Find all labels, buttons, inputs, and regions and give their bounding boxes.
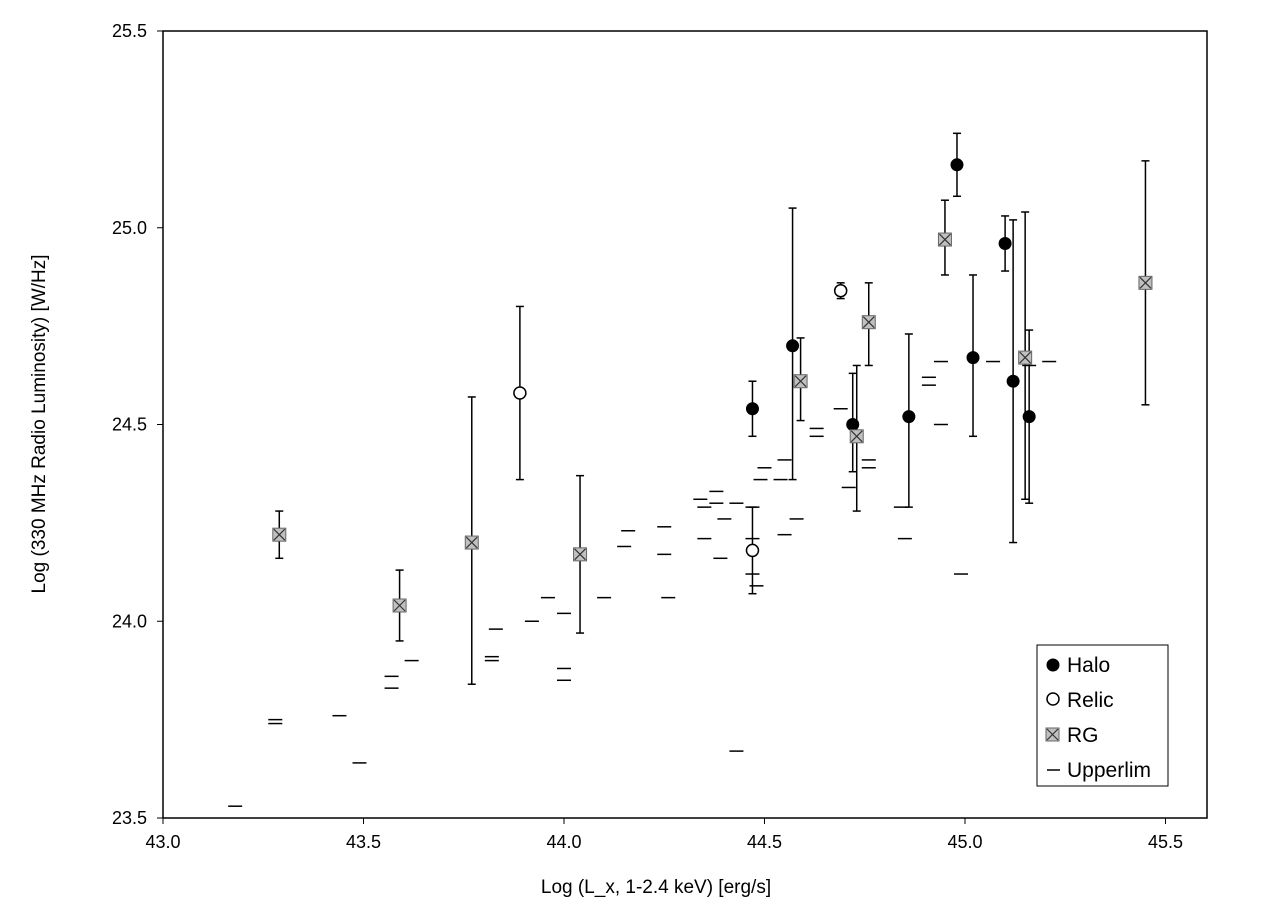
x-tick-label: 43.0: [145, 832, 180, 852]
rg-point: [1018, 350, 1033, 365]
y-tick-label: 24.0: [112, 611, 147, 631]
y-tick-label: 25.5: [112, 21, 147, 41]
halo-point: [902, 410, 916, 424]
rg-point: [793, 374, 808, 389]
legend-box: [1036, 644, 1169, 787]
relic-point: [833, 283, 848, 298]
upper-limit-markers: [228, 360, 1057, 807]
halo-point: [998, 236, 1012, 250]
legend-label-halo: Halo: [1067, 654, 1110, 677]
rg-point: [937, 232, 952, 247]
rg-point: [272, 527, 287, 542]
halo-point: [950, 158, 964, 172]
halo-point: [745, 402, 759, 416]
legend-halo-marker: [1046, 658, 1060, 672]
legend-label-rg: RG: [1067, 724, 1099, 747]
y-tick-label: 24.5: [112, 415, 147, 435]
relic-point: [745, 543, 760, 558]
x-axis-title: Log (L_x, 1-2.4 keV) [erg/s]: [541, 877, 771, 898]
legend-label-relic: Relic: [1067, 689, 1114, 712]
halo-point: [786, 339, 800, 353]
rg-point: [861, 315, 876, 330]
axis-ticks: 43.0 43.5 44.0 44.5 45.0 45.5 23.5 24.0 24.5 25.0…: [112, 21, 1183, 852]
legend-relic-marker: [1046, 692, 1060, 706]
x-tick-label: 44.0: [546, 832, 581, 852]
rg-point: [573, 547, 588, 562]
halo-point: [1022, 410, 1036, 424]
rg-point: [849, 429, 864, 444]
rg-point: [464, 535, 479, 550]
halo-point: [1006, 374, 1020, 388]
halo-point: [966, 351, 980, 365]
y-tick-label: 25.0: [112, 218, 147, 238]
y-tick-label: 23.5: [112, 808, 147, 828]
x-tick-label: 45.0: [947, 832, 982, 852]
rg-point: [1138, 275, 1153, 290]
legend-rg-marker: [1045, 727, 1060, 742]
plot-area: [162, 30, 1208, 819]
x-tick-label: 45.5: [1148, 832, 1183, 852]
x-tick-label: 43.5: [346, 832, 381, 852]
legend-label-upperlim: Upperlim: [1067, 759, 1151, 782]
y-axis-title: Log (330 MHz Radio Luminosity) [W/Hz]: [29, 255, 50, 594]
x-tick-label: 44.5: [747, 832, 782, 852]
data-markers: [272, 158, 1153, 613]
rg-point: [392, 598, 407, 613]
legend: Halo Relic RG Upperlim: [1036, 644, 1169, 787]
halo-point: [846, 418, 860, 431]
relic-point: [513, 386, 527, 400]
